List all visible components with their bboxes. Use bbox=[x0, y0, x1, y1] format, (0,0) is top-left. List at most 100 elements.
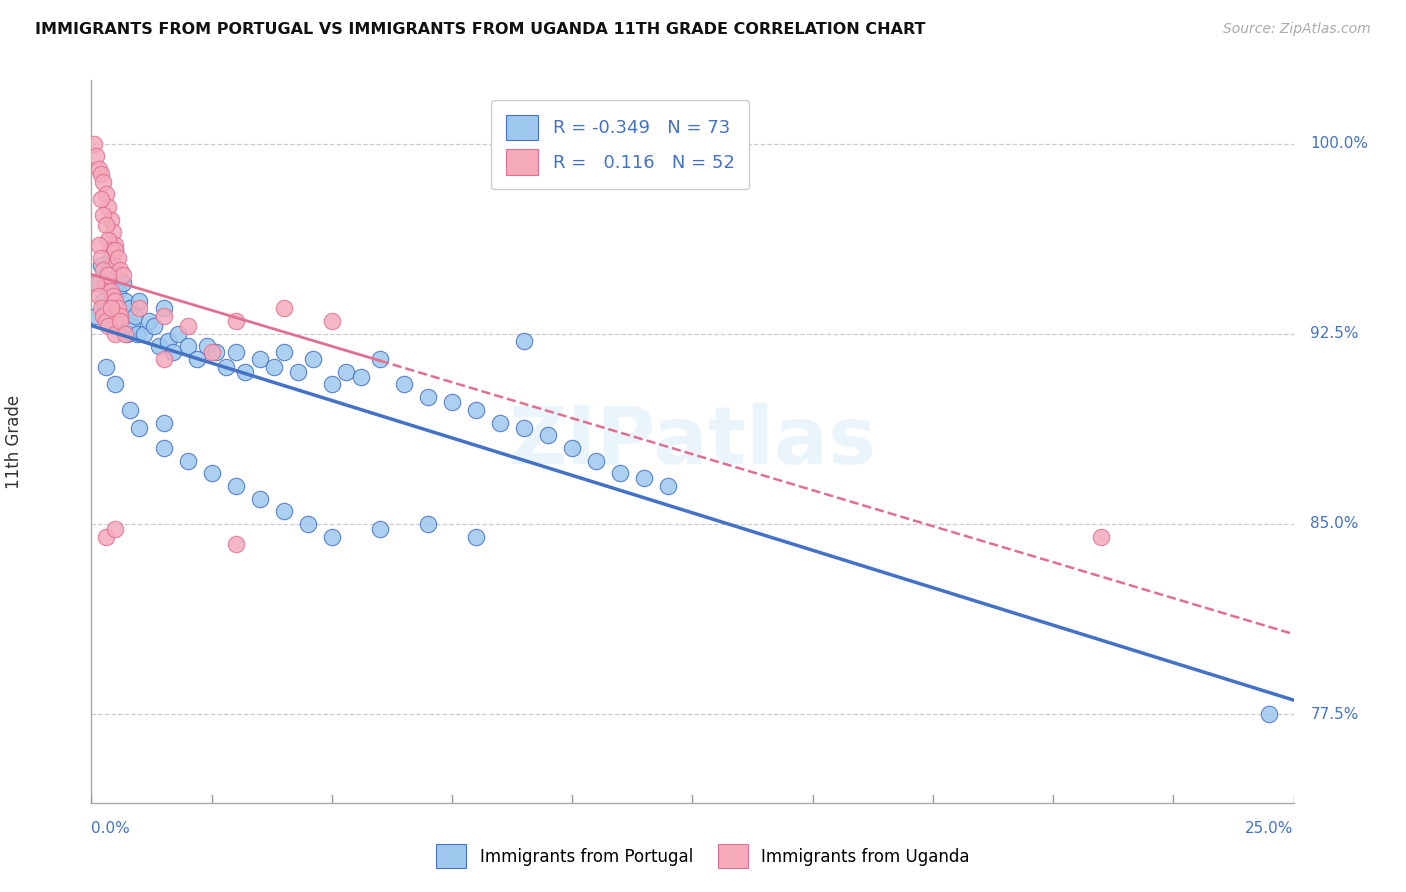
Point bbox=[200, 467, 222, 481]
Text: 92.5%: 92.5% bbox=[1310, 326, 1358, 342]
Point bbox=[93, 309, 115, 323]
Point bbox=[297, 516, 319, 531]
Text: 85.0%: 85.0% bbox=[1310, 516, 1358, 532]
Point bbox=[90, 251, 112, 265]
Point bbox=[416, 390, 439, 404]
Point bbox=[90, 167, 112, 181]
Point bbox=[489, 416, 512, 430]
Point bbox=[301, 352, 323, 367]
Point bbox=[152, 352, 174, 367]
Point bbox=[94, 276, 117, 290]
Point bbox=[87, 289, 110, 303]
Point bbox=[186, 352, 208, 367]
Point bbox=[110, 314, 132, 328]
Point bbox=[90, 301, 112, 316]
Point bbox=[513, 334, 536, 349]
Point bbox=[233, 365, 256, 379]
Point bbox=[107, 301, 129, 316]
Point bbox=[321, 314, 343, 328]
Point bbox=[87, 161, 110, 176]
Point bbox=[93, 263, 115, 277]
Point bbox=[104, 326, 127, 341]
Point bbox=[97, 319, 120, 334]
Point bbox=[176, 453, 198, 467]
Point bbox=[124, 309, 146, 323]
Point bbox=[94, 187, 117, 202]
Point bbox=[104, 314, 127, 328]
Point bbox=[465, 530, 488, 544]
Point bbox=[114, 293, 136, 308]
Point bbox=[134, 326, 156, 341]
Point bbox=[176, 339, 198, 353]
Point bbox=[350, 370, 373, 384]
Point bbox=[125, 326, 148, 341]
Point bbox=[100, 301, 122, 316]
Point bbox=[100, 251, 122, 265]
Point bbox=[118, 402, 141, 417]
Point bbox=[152, 301, 174, 316]
Point bbox=[118, 301, 141, 316]
Point bbox=[117, 326, 139, 341]
Point bbox=[128, 301, 150, 316]
Point bbox=[87, 238, 110, 252]
Text: 11th Grade: 11th Grade bbox=[6, 394, 24, 489]
Point bbox=[100, 212, 122, 227]
Point bbox=[205, 344, 228, 359]
Text: ZIPatlas: ZIPatlas bbox=[509, 402, 876, 481]
Point bbox=[83, 136, 105, 151]
Point bbox=[1090, 530, 1112, 544]
Legend: Immigrants from Portugal, Immigrants from Uganda: Immigrants from Portugal, Immigrants fro… bbox=[430, 838, 976, 875]
Point bbox=[287, 365, 309, 379]
Point bbox=[465, 402, 488, 417]
Point bbox=[110, 314, 132, 328]
Point bbox=[101, 289, 124, 303]
Text: 100.0%: 100.0% bbox=[1310, 136, 1368, 151]
Point bbox=[101, 226, 124, 240]
Point bbox=[107, 251, 129, 265]
Point bbox=[157, 334, 180, 349]
Point bbox=[94, 359, 117, 374]
Point bbox=[100, 284, 122, 298]
Point bbox=[104, 522, 127, 536]
Point bbox=[368, 352, 391, 367]
Point bbox=[225, 314, 247, 328]
Point bbox=[104, 293, 127, 308]
Point bbox=[138, 314, 160, 328]
Point bbox=[104, 243, 127, 257]
Point bbox=[633, 471, 655, 485]
Point bbox=[111, 276, 134, 290]
Point bbox=[657, 479, 679, 493]
Point bbox=[104, 243, 127, 257]
Point bbox=[104, 238, 127, 252]
Text: IMMIGRANTS FROM PORTUGAL VS IMMIGRANTS FROM UGANDA 11TH GRADE CORRELATION CHART: IMMIGRANTS FROM PORTUGAL VS IMMIGRANTS F… bbox=[35, 22, 925, 37]
Point bbox=[335, 365, 357, 379]
Point bbox=[93, 293, 115, 308]
Point bbox=[121, 319, 143, 334]
Point bbox=[97, 268, 120, 283]
Point bbox=[84, 276, 107, 290]
Point bbox=[94, 314, 117, 328]
Point bbox=[104, 377, 127, 392]
Point bbox=[110, 309, 132, 323]
Point bbox=[84, 309, 107, 323]
Point bbox=[162, 344, 184, 359]
Point bbox=[97, 301, 120, 316]
Point bbox=[111, 268, 134, 283]
Point bbox=[90, 193, 112, 207]
Point bbox=[94, 218, 117, 232]
Point bbox=[100, 243, 122, 257]
Point bbox=[114, 326, 136, 341]
Point bbox=[97, 200, 120, 214]
Point bbox=[200, 344, 222, 359]
Point bbox=[148, 339, 170, 353]
Point bbox=[225, 479, 247, 493]
Point bbox=[93, 175, 115, 189]
Point bbox=[110, 263, 132, 277]
Point bbox=[225, 537, 247, 551]
Point bbox=[215, 359, 238, 374]
Point bbox=[97, 233, 120, 247]
Point bbox=[90, 258, 112, 272]
Point bbox=[609, 467, 631, 481]
Point bbox=[392, 377, 415, 392]
Point bbox=[87, 276, 110, 290]
